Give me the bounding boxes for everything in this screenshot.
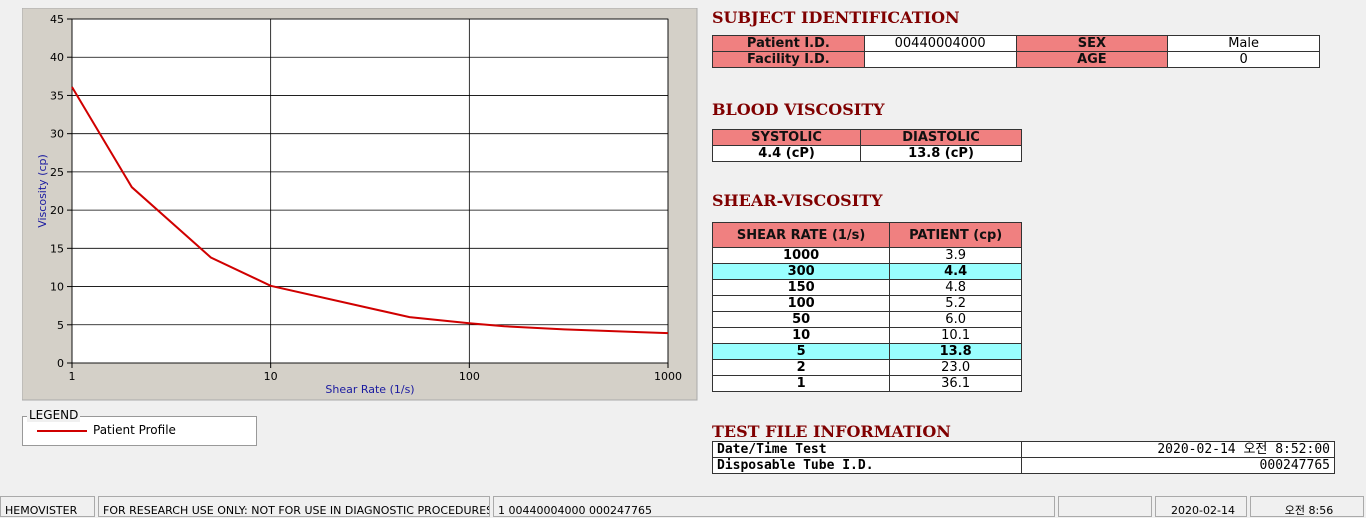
- row: 2 23.0: [711, 359, 1022, 376]
- cell: 3.9: [889, 247, 1022, 264]
- label-cell: Disposable Tube I.D.: [712, 457, 1022, 474]
- blood-viscosity-table: SYSTOLIC DIASTOLIC 4.4 (cP) 13.8 (cP): [711, 129, 1022, 162]
- subject-table: Patient I.D. 00440004000 SEX Male Facility I…: [712, 35, 1320, 68]
- status-bar: HEMOVISTER FOR RESEARCH USE ONLY: NOT FOR…: [0, 496, 1366, 518]
- row: 100 5.2: [711, 295, 1022, 312]
- row: Date/Time Test 2020-02-14 오전 8:52:00: [712, 441, 1335, 458]
- row: 10 10.1: [711, 327, 1022, 344]
- row: Patient I.D. 00440004000 SEX Male: [712, 35, 1320, 52]
- cell: 23.0: [889, 359, 1022, 376]
- section-title: BLOOD VISCOSITY: [712, 100, 885, 119]
- x-tick-label: 1: [69, 370, 76, 383]
- header-cell: SHEAR RATE (1/s): [711, 222, 891, 248]
- legend-label: Patient Profile: [93, 423, 176, 437]
- row: 1000 3.9: [711, 247, 1022, 264]
- cell: 10.1: [889, 327, 1022, 344]
- label-cell: AGE: [1015, 51, 1169, 68]
- cell: 4.4 (cP): [711, 145, 862, 162]
- row: 1 36.1: [711, 375, 1022, 392]
- status-panel: [1058, 496, 1152, 517]
- legend-title: LEGEND: [27, 408, 81, 422]
- cell: 2: [711, 359, 891, 376]
- test-file-table: Date/Time Test 2020-02-14 오전 8:52:00 Dispo…: [712, 441, 1335, 474]
- cell: 300: [711, 263, 891, 280]
- y-tick-label: 30: [50, 128, 64, 141]
- cell: 4.4: [889, 263, 1022, 280]
- cell: 1000: [711, 247, 891, 264]
- y-tick-label: 20: [50, 204, 64, 217]
- y-tick-label: 40: [50, 51, 64, 64]
- row: 300 4.4: [711, 263, 1022, 280]
- section-title: SUBJECT IDENTIFICATION: [712, 8, 960, 27]
- cell: 36.1: [889, 375, 1022, 392]
- status-panel: HEMOVISTER: [0, 496, 95, 517]
- row: Facility I.D. AGE 0: [712, 51, 1320, 68]
- cell: 100: [711, 295, 891, 312]
- y-tick-label: 0: [57, 357, 64, 370]
- y-tick-label: 15: [50, 242, 64, 255]
- label-cell: SEX: [1015, 35, 1169, 52]
- y-tick-label: 5: [57, 319, 64, 332]
- cell: 150: [711, 279, 891, 296]
- status-panel: 오전 8:56: [1250, 496, 1364, 517]
- y-tick-label: 25: [50, 166, 64, 179]
- cell: 4.8: [889, 279, 1022, 296]
- cell: 5: [711, 343, 891, 360]
- label-cell: Facility I.D.: [712, 51, 865, 68]
- label-cell: Patient I.D.: [712, 35, 865, 52]
- y-tick-label: 45: [50, 13, 64, 26]
- value-cell: Male: [1167, 35, 1320, 52]
- status-panel: 1 00440004000 000247765: [493, 496, 1055, 517]
- cell: 1: [711, 375, 891, 392]
- cell: [863, 51, 1017, 68]
- x-axis-label: Shear Rate (1/s): [325, 383, 414, 396]
- x-tick-label: 1000: [654, 370, 682, 383]
- label-cell: Date/Time Test: [712, 441, 1022, 458]
- row: 5 13.8: [711, 343, 1022, 360]
- status-panel: 2020-02-14: [1155, 496, 1247, 517]
- header-cell: SYSTOLIC: [711, 129, 862, 146]
- value-cell: 2020-02-14 오전 8:52:00: [1021, 441, 1335, 458]
- shear-table: SHEAR RATE (1/s) PATIENT (cp) 1000 3.9 300 4…: [711, 222, 1022, 392]
- y-tick-label: 35: [50, 89, 64, 102]
- cell: 6.0: [889, 311, 1022, 328]
- y-tick-label: 10: [50, 281, 64, 294]
- section-title: TEST FILE INFORMATION: [712, 422, 951, 441]
- legend-swatch: [37, 430, 87, 432]
- row: Disposable Tube I.D. 000247765: [712, 457, 1335, 474]
- cell: 5.2: [889, 295, 1022, 312]
- cell: 13.8 (cP): [860, 145, 1022, 162]
- cell: 50: [711, 311, 891, 328]
- x-tick-label: 100: [459, 370, 480, 383]
- plot-area: [71, 18, 669, 364]
- series-line: [71, 86, 669, 335]
- cell: 13.8: [889, 343, 1022, 360]
- header-cell: DIASTOLIC: [860, 129, 1022, 146]
- row: 150 4.8: [711, 279, 1022, 296]
- legend: LEGEND Patient Profile: [22, 408, 257, 446]
- value-cell: 00440004000: [863, 35, 1017, 52]
- status-panel: FOR RESEARCH USE ONLY: NOT FOR USE IN DI…: [98, 496, 490, 517]
- cell: 10: [711, 327, 891, 344]
- value-cell: 000247765: [1021, 457, 1335, 474]
- chart: Shear Rate (1/s) Viscosity (cp) 0 5 10 15 20…: [22, 8, 698, 401]
- y-axis-label: Viscosity (cp): [36, 154, 49, 228]
- x-tick-label: 10: [264, 370, 278, 383]
- value-cell: 0: [1167, 51, 1320, 68]
- row: 50 6.0: [711, 311, 1022, 328]
- section-title: SHEAR-VISCOSITY: [712, 191, 883, 210]
- header-cell: PATIENT (cp): [889, 222, 1022, 248]
